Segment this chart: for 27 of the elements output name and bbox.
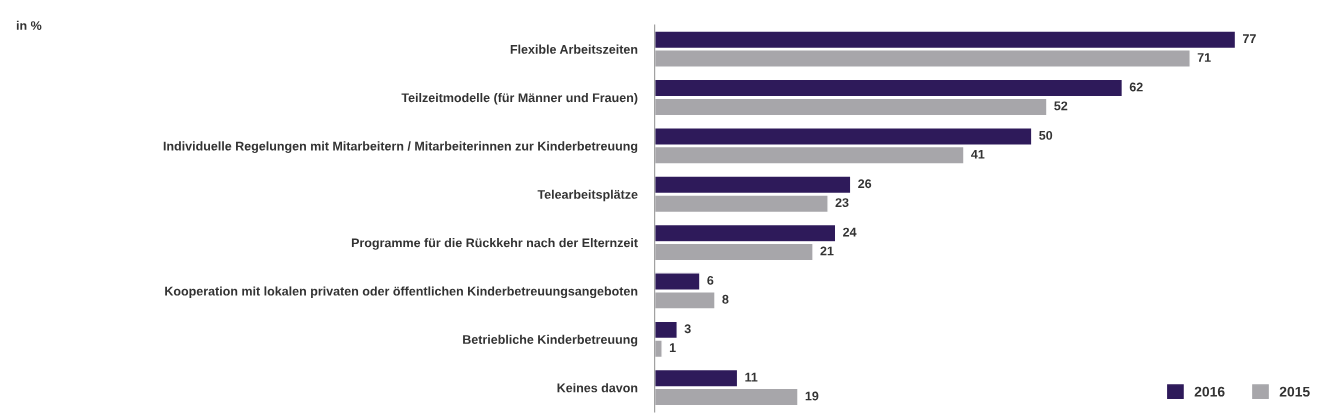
data-label: 52: [1054, 101, 1068, 111]
data-label: 24: [843, 227, 857, 237]
y-tick-label: Individuelle Regelungen mit Mitarbeitern / Mitarbeiterinnen zur Kinderbetreuung: [163, 141, 638, 154]
data-label: 3: [684, 324, 691, 334]
data-label: 6: [707, 276, 714, 285]
legend-label: 2015: [1279, 386, 1310, 397]
y-tick-label: Keines davon: [557, 383, 638, 393]
data-label: 41: [971, 149, 985, 159]
data-label: 77: [1242, 34, 1256, 43]
data-label: 50: [1039, 130, 1053, 140]
data-label: 11: [745, 372, 758, 382]
data-label: 23: [835, 198, 849, 208]
text: in %: [16, 20, 42, 30]
y-tick-label: Programme für die Rückkehr nach der Elternzeit: [351, 238, 638, 250]
data-label: 8: [722, 294, 729, 304]
y-tick-label: Teilzeitmodelle (für Männer und Frauen): [401, 92, 638, 105]
y-tick-label: Flexible Arbeitszeiten: [510, 44, 638, 54]
data-label: 62: [1129, 82, 1143, 92]
data-label: 71: [1197, 53, 1211, 62]
y-tick-label: Kooperation mit lokalen privaten oder öffentlichen Kinderbetreuungsangeboten: [165, 286, 638, 299]
legend-label: 2016: [1194, 386, 1225, 397]
y-tick-label: Betriebliche Kinderbetreuung: [463, 334, 638, 347]
data-label: 1: [669, 343, 676, 352]
data-label: 26: [858, 179, 872, 189]
y-tick-label: Telearbeitsplätze: [537, 189, 638, 202]
data-label: 19: [805, 391, 819, 401]
data-label: 21: [820, 246, 834, 256]
